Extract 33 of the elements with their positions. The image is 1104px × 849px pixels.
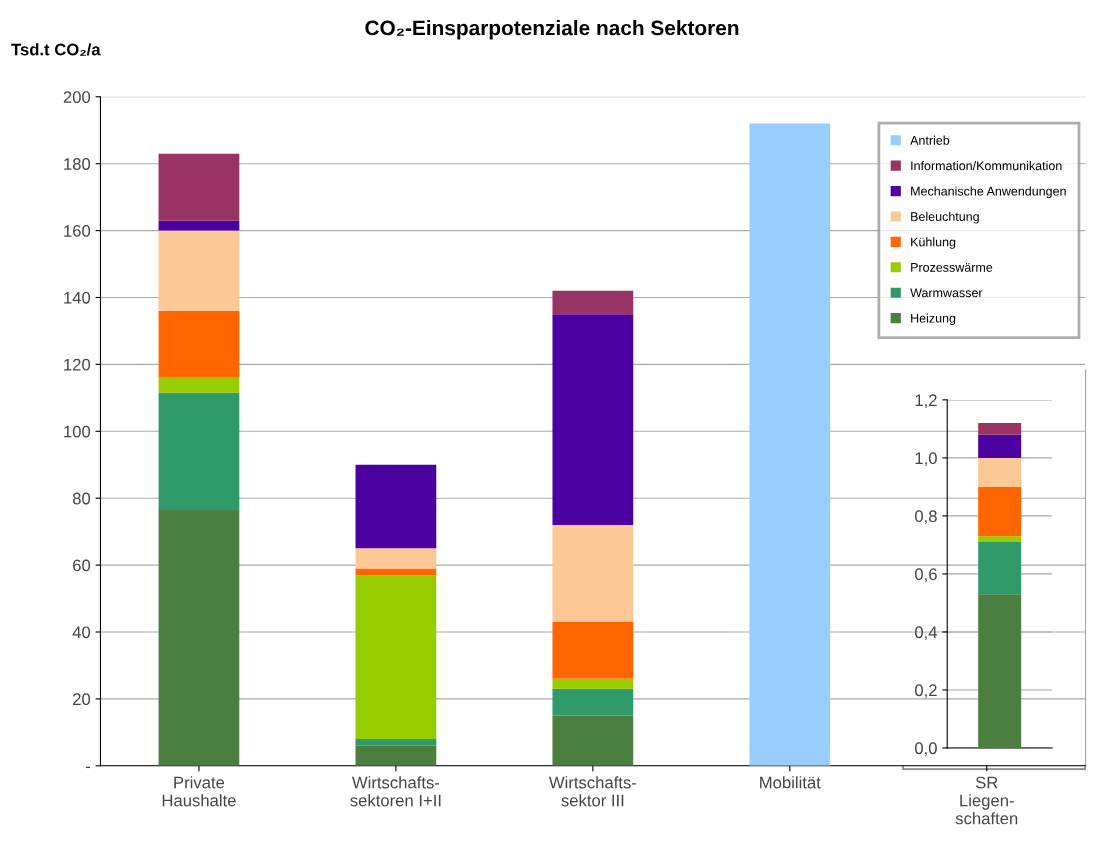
y-tick-label: 180 [64, 158, 91, 170]
legend-label: Heizung [911, 313, 956, 326]
legend-label: Prozesswärme [911, 263, 993, 272]
x-tick-label: Wirtschafts- sektoren I+II [350, 776, 441, 807]
legend-label: Warmwasser [910, 288, 983, 298]
y-tick-label: 40 [72, 626, 91, 639]
y-tick-label: 1,2 [915, 394, 937, 409]
legend-label: Beleuchtung [911, 211, 979, 224]
y-tick-label: 140 [64, 291, 91, 304]
legend-label: Kühlung [911, 237, 956, 249]
y-tick-label: 100 [64, 425, 91, 438]
y-tick-label: 1,0 [915, 452, 937, 467]
y-tick-label: 160 [64, 224, 91, 237]
y-tick-label: 200 [63, 91, 91, 103]
y-tick-label: - [85, 766, 90, 769]
y-tick-label: 0,0 [914, 742, 937, 757]
legend-label: Antrieb [910, 135, 950, 145]
y-tick-label: 80 [72, 492, 91, 505]
y-tick-label: 20 [73, 693, 91, 706]
chart-title: CO₂-Einsparpotenziale nach Sektoren [365, 20, 739, 40]
legend-label: Information/Kommunikation [911, 161, 1062, 171]
y-tick-label: 0,6 [914, 568, 937, 583]
y-tick-label: 60 [73, 559, 91, 572]
y-tick-label: 120 [64, 358, 91, 371]
y-tick-label: 0,4 [914, 626, 938, 641]
x-tick-label: Wirtschafts- sektor III [548, 776, 637, 807]
x-tick-label: Mobilität [760, 776, 821, 789]
y-axis-title: Tsd.t CO₂/a [11, 43, 101, 56]
y-tick-label: 0,2 [914, 684, 937, 699]
x-tick-label: SR Liegen- schaften [955, 776, 1018, 825]
y-tick-label: 0,8 [914, 510, 937, 525]
legend-label: Mechanische Anwendungen [911, 186, 1066, 199]
x-tick-label: Private Haushalte [162, 776, 236, 807]
